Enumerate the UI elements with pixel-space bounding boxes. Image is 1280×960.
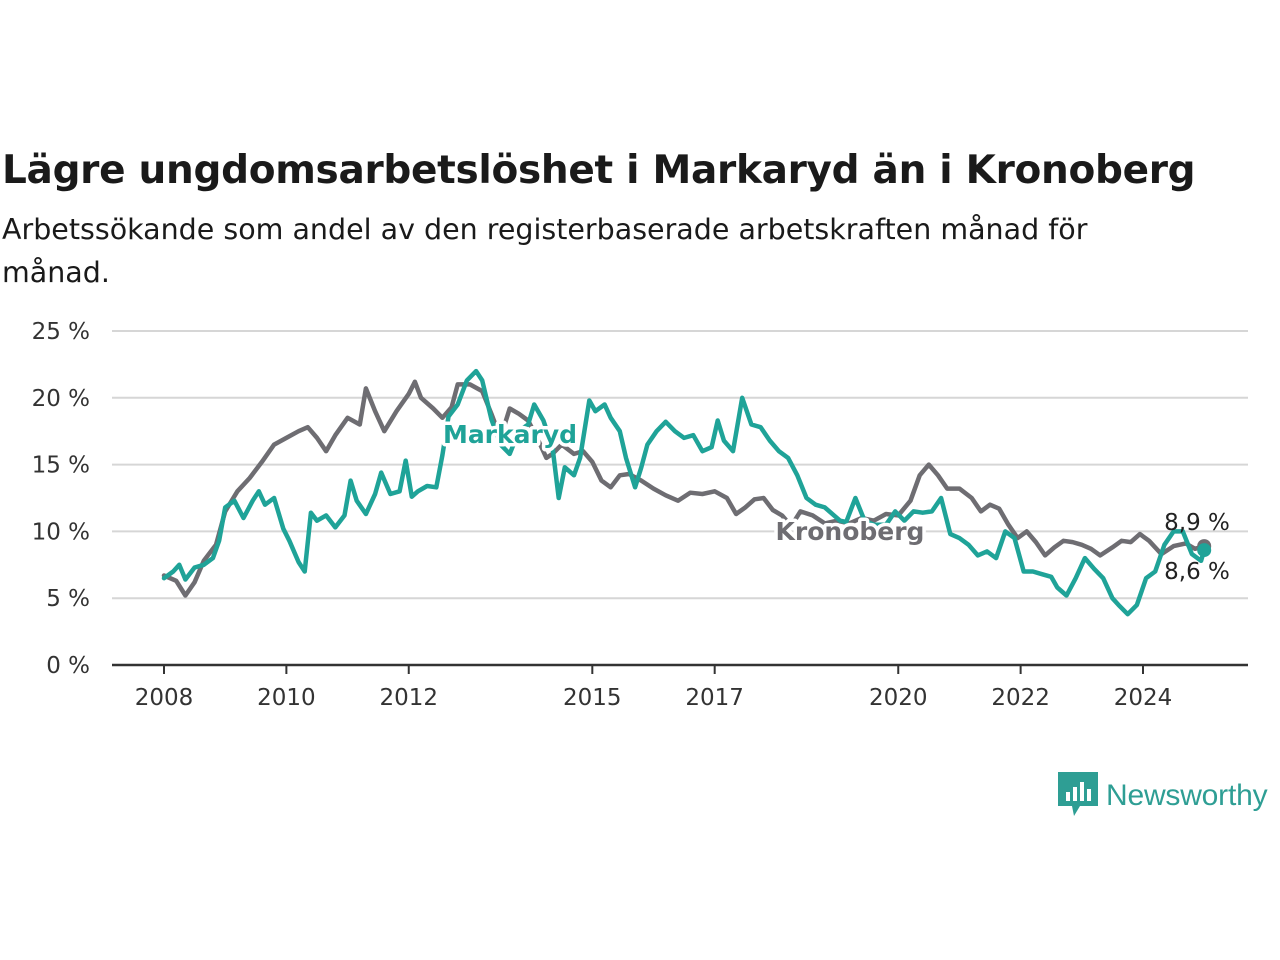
- x-tick-label: 2024: [1114, 685, 1173, 711]
- y-tick-label: 0 %: [46, 653, 90, 679]
- y-tick-label: 10 %: [32, 519, 90, 545]
- x-tick-label: 2015: [563, 685, 622, 711]
- x-tick-label: 2017: [685, 685, 744, 711]
- chart-subtitle: Arbetssökande som andel av den registerb…: [2, 213, 1088, 289]
- x-tick-label: 2010: [257, 685, 316, 711]
- grid-lines: [112, 330, 1248, 600]
- brand-name: Newsworthy: [1106, 779, 1268, 812]
- y-tick-label: 25 %: [32, 319, 90, 345]
- y-tick-label: 20 %: [32, 386, 90, 412]
- chart-title: Lägre ungdomsarbetslöshet i Markaryd än …: [2, 148, 1196, 193]
- x-tick-label: 2012: [379, 685, 438, 711]
- series-line-markaryd: [161, 368, 1207, 617]
- y-tick-label: 15 %: [32, 453, 90, 479]
- x-tick-label: 2008: [135, 685, 194, 711]
- newsworthy-brand: Newsworthy: [1058, 772, 1268, 820]
- x-axis: 2008 2010 2012 2015 2017 2020 2022 2024: [112, 663, 1248, 711]
- newsworthy-logo-icon: [1058, 772, 1098, 816]
- y-tick-label: 5 %: [46, 586, 90, 612]
- y-axis-labels: 0 % 5 % 10 % 15 % 20 % 25 %: [32, 319, 90, 679]
- series-labels: Kronoberg Markaryd 8,9 % 8,6 %: [439, 417, 1230, 586]
- end-value-label: 8,9 %: [1164, 510, 1230, 536]
- x-tick-label: 2022: [991, 685, 1050, 711]
- series-label-kronoberg: Kronoberg: [776, 517, 925, 546]
- series-lines: [161, 368, 1212, 617]
- series-line-kronoberg: [161, 379, 1207, 598]
- end-value-label: 8,6 %: [1164, 559, 1230, 585]
- series-end-point-markaryd: [1197, 543, 1212, 558]
- x-tick-label: 2020: [869, 685, 928, 711]
- series-label-markaryd: Markaryd: [443, 420, 577, 449]
